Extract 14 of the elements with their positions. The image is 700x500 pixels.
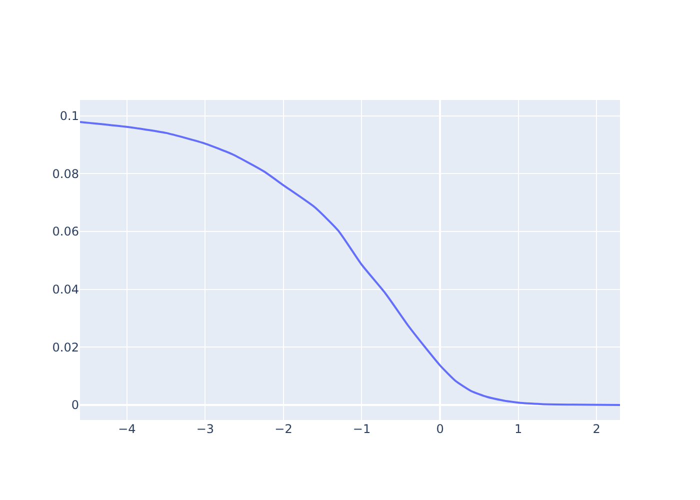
x-tick-label: 0 <box>436 422 444 436</box>
y-tick-label: 0.06 <box>52 224 79 239</box>
x-tick-label: −3 <box>196 422 214 436</box>
y-tick-label: 0 <box>71 398 79 412</box>
x-tick-label: −4 <box>118 422 136 436</box>
x-tick-label: 1 <box>514 422 522 436</box>
x-tick-label: −1 <box>352 422 371 436</box>
y-tick-label: 0.08 <box>52 166 79 181</box>
x-tick-label: −2 <box>274 422 292 436</box>
x-tick-label: 2 <box>592 422 600 436</box>
y-tick-label: 0.1 <box>60 109 79 124</box>
line-series <box>80 120 620 406</box>
y-tick-label: 0.02 <box>52 340 79 354</box>
y-tick-label: 0.04 <box>52 282 79 297</box>
